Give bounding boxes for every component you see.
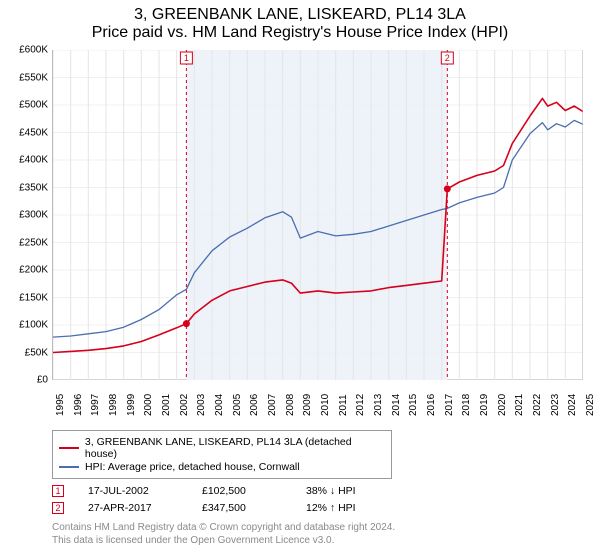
legend: 3, GREENBANK LANE, LISKEARD, PL14 3LA (d… bbox=[52, 430, 392, 479]
y-tick-label: £300K bbox=[8, 210, 48, 221]
y-tick-label: £500K bbox=[8, 100, 48, 111]
x-tick-label: 2003 bbox=[196, 386, 207, 416]
x-tick-label: 2011 bbox=[338, 386, 349, 416]
y-tick-label: £400K bbox=[8, 155, 48, 166]
x-tick-label: 1998 bbox=[108, 386, 119, 416]
x-tick-label: 2024 bbox=[567, 386, 578, 416]
x-tick-label: 2018 bbox=[461, 386, 472, 416]
y-tick-label: £550K bbox=[8, 72, 48, 83]
y-tick-label: £450K bbox=[8, 127, 48, 138]
title-line-1: 3, GREENBANK LANE, LISKEARD, PL14 3LA bbox=[8, 6, 592, 24]
x-tick-label: 2008 bbox=[285, 386, 296, 416]
y-tick-label: £150K bbox=[8, 292, 48, 303]
event-date: 17-JUL-2002 bbox=[88, 485, 178, 497]
event-row: 1 17-JUL-2002 £102,500 38% ↓ HPI bbox=[52, 485, 592, 497]
x-tick-label: 1997 bbox=[90, 386, 101, 416]
x-tick-label: 2006 bbox=[249, 386, 260, 416]
event-row: 2 27-APR-2017 £347,500 12% ↑ HPI bbox=[52, 502, 592, 514]
x-tick-label: 1995 bbox=[55, 386, 66, 416]
svg-text:1: 1 bbox=[184, 53, 189, 63]
x-tick-label: 2019 bbox=[479, 386, 490, 416]
y-tick-label: £200K bbox=[8, 265, 48, 276]
legend-item: HPI: Average price, detached house, Corn… bbox=[59, 461, 385, 473]
chart-title: 3, GREENBANK LANE, LISKEARD, PL14 3LA Pr… bbox=[8, 6, 592, 42]
x-tick-label: 1999 bbox=[126, 386, 137, 416]
footer-line-1: Contains HM Land Registry data © Crown c… bbox=[52, 522, 592, 535]
event-marker-icon: 2 bbox=[52, 502, 64, 514]
legend-label: HPI: Average price, detached house, Corn… bbox=[85, 461, 300, 473]
y-tick-label: £600K bbox=[8, 45, 48, 56]
x-tick-label: 2001 bbox=[161, 386, 172, 416]
title-line-2: Price paid vs. HM Land Registry's House … bbox=[8, 24, 592, 42]
y-tick-label: £50K bbox=[8, 347, 48, 358]
y-tick-label: £0 bbox=[8, 375, 48, 386]
event-price: £347,500 bbox=[202, 502, 282, 514]
x-tick-label: 2017 bbox=[444, 386, 455, 416]
event-delta: 38% ↓ HPI bbox=[306, 485, 356, 497]
chart-area: £0 £50K £100K £150K £200K £250K £300K £350K £400… bbox=[8, 46, 592, 426]
event-date: 27-APR-2017 bbox=[88, 502, 178, 514]
y-tick-label: £100K bbox=[8, 320, 48, 331]
x-tick-label: 2013 bbox=[373, 386, 384, 416]
legend-swatch bbox=[59, 447, 79, 449]
x-tick-label: 2002 bbox=[179, 386, 190, 416]
legend-swatch bbox=[59, 466, 79, 468]
x-tick-label: 2022 bbox=[532, 386, 543, 416]
y-tick-label: £250K bbox=[8, 237, 48, 248]
x-tick-label: 2012 bbox=[355, 386, 366, 416]
x-tick-label: 2005 bbox=[232, 386, 243, 416]
x-tick-label: 2015 bbox=[408, 386, 419, 416]
x-tick-label: 2014 bbox=[391, 386, 402, 416]
plot-region: 12 bbox=[52, 50, 582, 380]
plot-svg: 12 bbox=[53, 50, 583, 380]
x-tick-label: 2009 bbox=[302, 386, 313, 416]
events-table: 1 17-JUL-2002 £102,500 38% ↓ HPI 2 27-APR-201… bbox=[52, 485, 592, 514]
x-tick-label: 2020 bbox=[497, 386, 508, 416]
x-tick-label: 2025 bbox=[585, 386, 596, 416]
x-tick-label: 2007 bbox=[267, 386, 278, 416]
x-tick-label: 1996 bbox=[73, 386, 84, 416]
event-delta: 12% ↑ HPI bbox=[306, 502, 356, 514]
x-tick-label: 2004 bbox=[214, 386, 225, 416]
event-marker-icon: 1 bbox=[52, 485, 64, 497]
svg-text:2: 2 bbox=[445, 53, 450, 63]
x-tick-label: 2000 bbox=[143, 386, 154, 416]
footer-attribution: Contains HM Land Registry data © Crown c… bbox=[52, 522, 592, 547]
x-tick-label: 2021 bbox=[514, 386, 525, 416]
legend-item: 3, GREENBANK LANE, LISKEARD, PL14 3LA (d… bbox=[59, 436, 385, 460]
event-price: £102,500 bbox=[202, 485, 282, 497]
x-tick-label: 2023 bbox=[550, 386, 561, 416]
y-tick-label: £350K bbox=[8, 182, 48, 193]
x-tick-label: 2016 bbox=[426, 386, 437, 416]
x-tick-label: 2010 bbox=[320, 386, 331, 416]
legend-label: 3, GREENBANK LANE, LISKEARD, PL14 3LA (d… bbox=[85, 436, 385, 460]
footer-line-2: This data is licensed under the Open Gov… bbox=[52, 535, 592, 548]
